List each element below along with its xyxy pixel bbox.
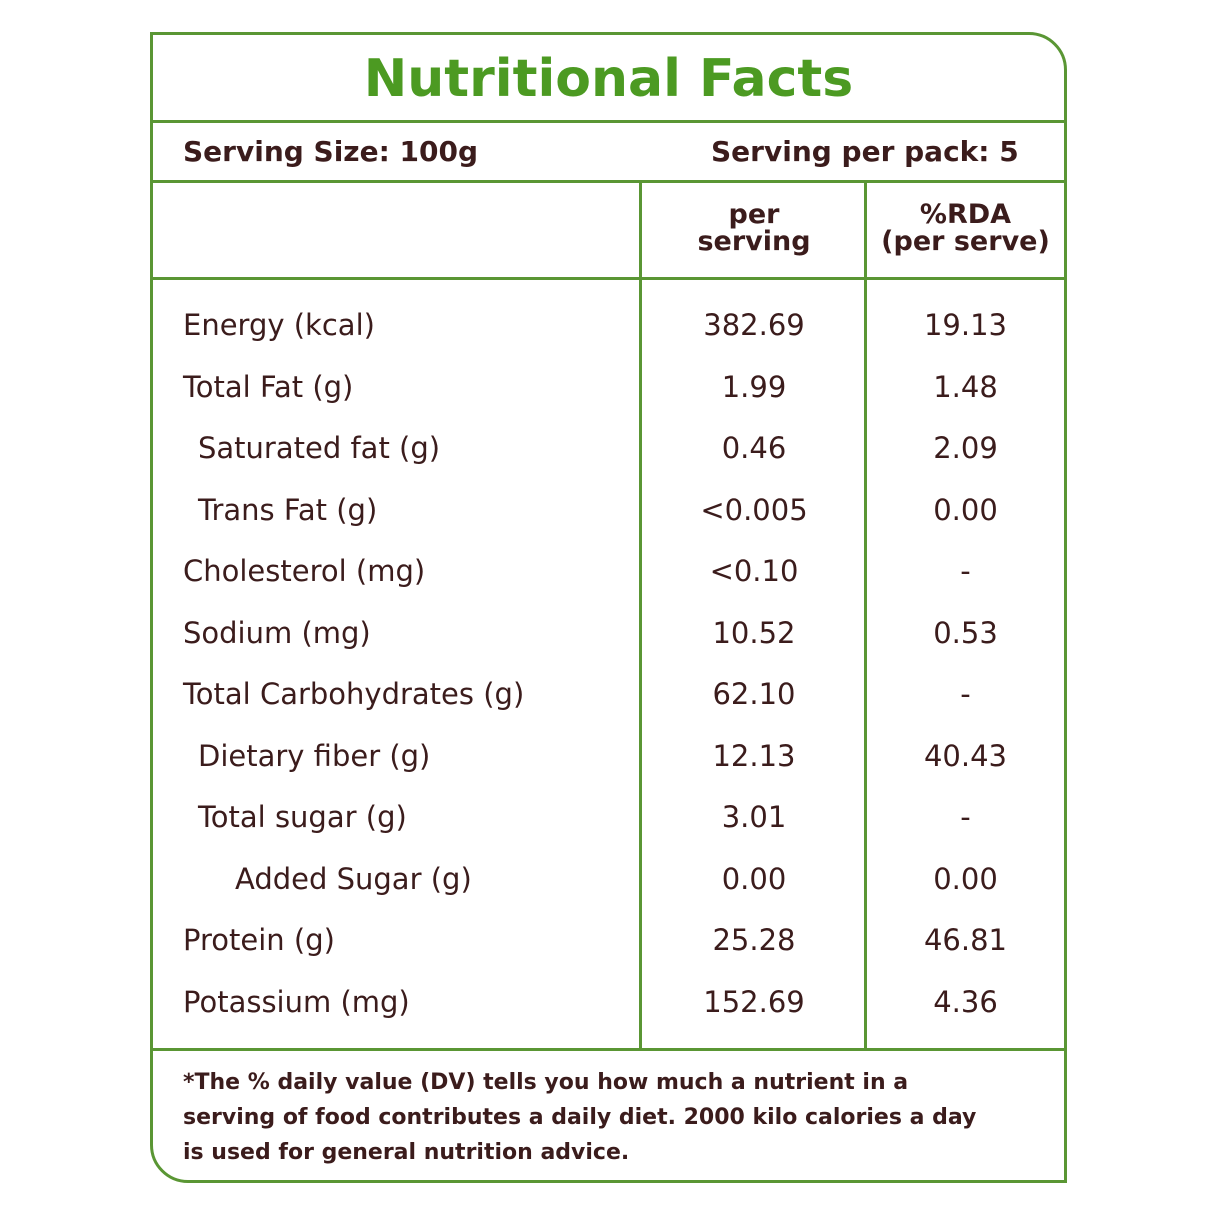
nutrient-row: Added Sugar (g) 0.00 0.00 <box>153 862 1064 912</box>
per-serving-value: 3.01 <box>721 800 787 834</box>
serving-size: Serving Size: 100g <box>183 135 479 168</box>
divider <box>153 180 1064 183</box>
nutrient-row: Cholesterol (mg) <0.10 - <box>153 554 1064 604</box>
rda-value: 46.81 <box>923 923 1008 957</box>
header-per-serving: per serving <box>643 201 865 255</box>
nutrient-name: Energy (kcal) <box>183 308 375 342</box>
nutrient-row: Total Fat (g) 1.99 1.48 <box>153 370 1064 420</box>
nutrient-name: Saturated fat (g) <box>198 431 441 465</box>
divider <box>153 1048 1064 1051</box>
rda-value: 19.13 <box>923 308 1008 342</box>
nutrient-row: Protein (g) 25.28 46.81 <box>153 923 1064 973</box>
rda-value: 2.09 <box>933 431 998 465</box>
nutrient-row: Trans Fat (g) <0.005 0.00 <box>153 493 1064 543</box>
column-divider <box>864 180 867 1050</box>
per-serving-value: <0.005 <box>700 492 808 527</box>
rda-value: 0.53 <box>933 615 998 650</box>
per-serving-value: 382.69 <box>703 308 805 342</box>
per-serving-value: 0.00 <box>721 861 787 896</box>
header-rda: %RDA (per serve) <box>867 201 1064 255</box>
serving-per-pack: Serving per pack: 5 <box>711 135 1019 168</box>
nutrient-row: Total Carbohydrates (g) 62.10 - <box>153 677 1064 727</box>
nutrient-name: Cholesterol (mg) <box>183 554 426 588</box>
header-text: %RDA <box>919 199 1012 230</box>
rda-value: 0.00 <box>933 492 998 527</box>
panel-title: Nutritional Facts <box>363 49 854 109</box>
nutrient-name: Added Sugar (g) <box>235 861 472 896</box>
per-serving-value: 62.10 <box>712 677 796 711</box>
nutrient-row: Total sugar (g) 3.01 - <box>153 800 1064 850</box>
rda-value: - <box>960 677 971 711</box>
nutrient-row: Energy (kcal) 382.69 19.13 <box>153 308 1064 358</box>
per-serving-value: 12.13 <box>712 738 796 773</box>
nutrient-name: Total Carbohydrates (g) <box>183 677 525 711</box>
header-text: serving <box>697 226 811 257</box>
per-serving-value: 1.99 <box>721 369 787 404</box>
footnote: *The % daily value (DV) tells you how mu… <box>183 1070 977 1165</box>
nutrition-facts-panel: Nutritional Facts Serving Size: 100g Ser… <box>150 32 1067 1183</box>
divider <box>153 120 1064 123</box>
rda-value: - <box>960 554 971 588</box>
rda-value: 1.48 <box>933 369 998 404</box>
per-serving-value: 25.28 <box>712 923 796 957</box>
nutrient-name: Total Fat (g) <box>183 369 354 404</box>
nutrient-row: Saturated fat (g) 0.46 2.09 <box>153 431 1064 481</box>
rda-value: - <box>960 800 971 834</box>
nutrient-name: Sodium (mg) <box>183 615 371 650</box>
rda-value: 40.43 <box>923 738 1008 773</box>
nutrient-row: Sodium (mg) 10.52 0.53 <box>153 616 1064 666</box>
per-serving-value: 10.52 <box>712 615 796 650</box>
rda-value: 0.00 <box>933 861 998 896</box>
header-text: (per serve) <box>881 226 1050 257</box>
nutrient-name: Trans Fat (g) <box>198 492 378 527</box>
per-serving-value: <0.10 <box>709 554 799 588</box>
divider <box>153 277 1064 280</box>
rda-value: 4.36 <box>933 984 998 1019</box>
per-serving-value: 152.69 <box>703 984 805 1019</box>
nutrient-name: Dietary fiber (g) <box>198 738 431 773</box>
nutrient-name: Total sugar (g) <box>198 800 407 834</box>
nutrient-name: Protein (g) <box>183 923 335 957</box>
column-divider <box>639 180 642 1050</box>
per-serving-value: 0.46 <box>721 431 787 465</box>
nutrient-name: Potassium (mg) <box>183 984 410 1019</box>
nutrient-row: Potassium (mg) 152.69 4.36 <box>153 985 1064 1035</box>
nutrient-row: Dietary fiber (g) 12.13 40.43 <box>153 739 1064 789</box>
header-text: per <box>728 199 780 230</box>
